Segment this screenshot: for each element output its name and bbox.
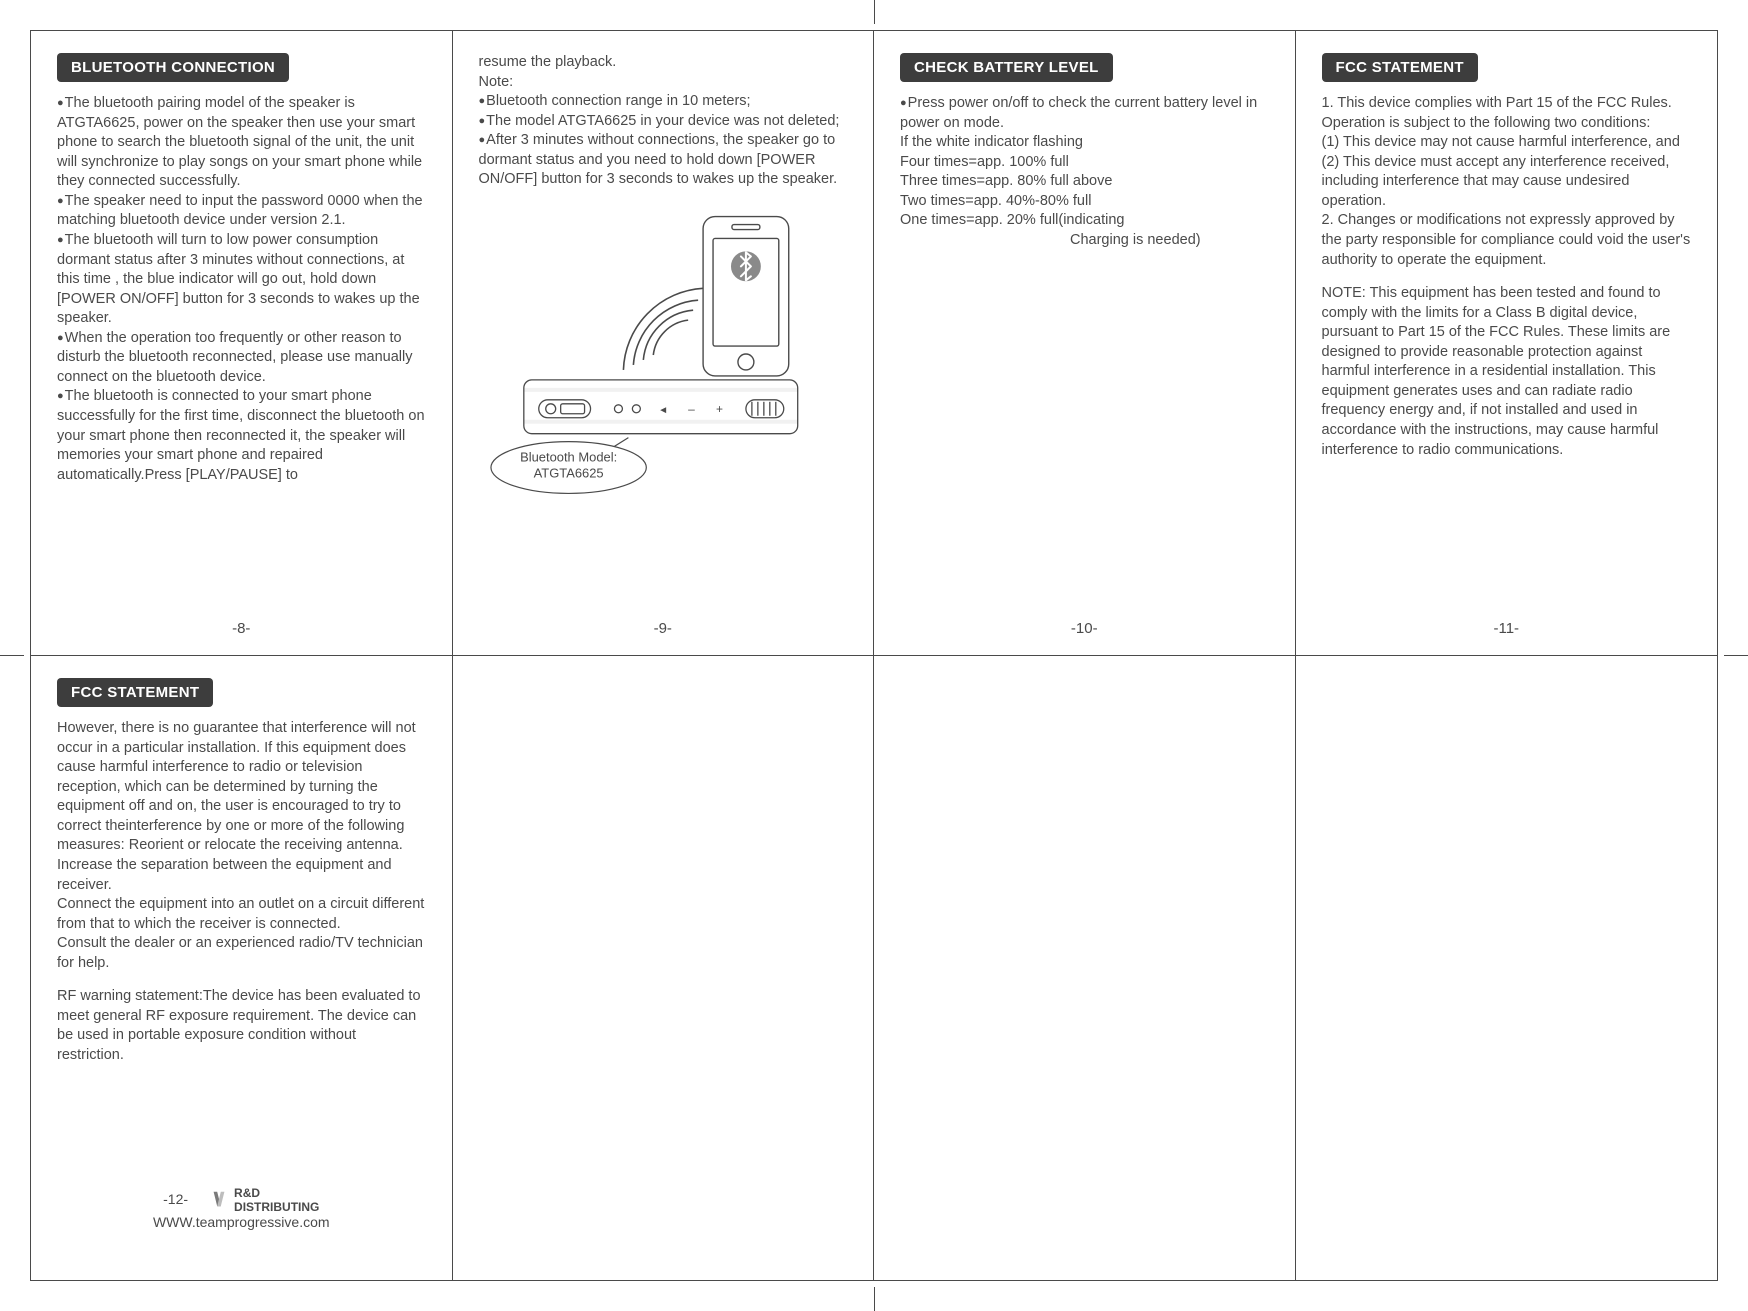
page-number-9: -9- [479,620,848,637]
brand-line-2: DISTRIBUTING [234,1200,319,1214]
page9-body: resume the playback. Note: Bluetooth con… [479,53,848,190]
page9-lead-1: resume the playback. [479,53,848,73]
page8-bullet-1: The bluetooth pairing model of the speak… [57,94,426,192]
page9-lead-2: Note: [479,73,848,93]
manual-sheet: BLUETOOTH CONNECTION The bluetooth pairi… [30,30,1718,1281]
svg-text:+: + [716,402,723,416]
page8-body: The bluetooth pairing model of the speak… [57,94,426,485]
page10-line-1: If the white indicator flashing [900,133,1269,153]
page11-p1-l3: (2) This device must accept any interfer… [1322,153,1692,212]
panel-page-12: FCC STATEMENT However, there is no guara… [31,656,453,1281]
bluetooth-illustration: ◄ – + Bluetooth Model: ATGTA6 [479,210,848,500]
panel-page-10: CHECK BATTERY LEVEL Press power on/off t… [874,31,1296,655]
page11-body: 1. This device complies with Part 15 of … [1322,94,1692,460]
panel-page-8: BLUETOOTH CONNECTION The bluetooth pairi… [31,31,453,655]
page-number-10: -10- [900,620,1269,637]
panel-blank-1 [453,656,875,1281]
section-header-bluetooth: BLUETOOTH CONNECTION [57,53,289,82]
page11-p1-l1: 1. This device complies with Part 15 of … [1322,94,1692,133]
row-1: BLUETOOTH CONNECTION The bluetooth pairi… [31,31,1717,656]
section-header-fcc-2: FCC STATEMENT [57,678,213,707]
page12-footer: -12- R&D DISTRIBUTING WWW.teamprogressiv… [57,1185,426,1231]
brand-line-1: R&D [234,1186,260,1200]
page11-p1-l4: 2. Changes or modifications not expressl… [1322,211,1692,270]
page10-bullet: Press power on/off to check the current … [900,94,1269,133]
page10-line-2: Four times=app. 100% full [900,153,1269,173]
page10-line-5: One times=app. 20% full(indicating [900,211,1269,231]
page10-line-4: Two times=app. 40%-80% full [900,192,1269,212]
page10-line-3: Three times=app. 80% full above [900,172,1269,192]
page8-bullet-3: The bluetooth will turn to low power con… [57,231,426,329]
page8-bullet-2: The speaker need to input the password 0… [57,192,426,231]
page-number-12: -12- [163,1190,188,1208]
page12-p1c: Consult the dealer or an experienced rad… [57,934,426,973]
page10-indent-last: Charging is needed) [900,231,1269,251]
brand-logo-icon [210,1190,228,1208]
page12-body: However, there is no guarantee that inte… [57,719,426,1066]
panel-blank-2 [874,656,1296,1281]
page9-bullet-2: The model ATGTA6625 in your device was n… [479,112,848,132]
page11-p1-l2: (1) This device may not cause harmful in… [1322,133,1692,153]
callout-line-2: ATGTA6625 [533,465,603,480]
callout-line-1: Bluetooth Model: [520,450,617,465]
section-header-battery: CHECK BATTERY LEVEL [900,53,1113,82]
page10-body: Press power on/off to check the current … [900,94,1269,251]
page8-bullet-5: The bluetooth is connected to your smart… [57,387,426,485]
panel-page-9: resume the playback. Note: Bluetooth con… [453,31,875,655]
page12-p1: However, there is no guarantee that inte… [57,719,426,895]
svg-text:–: – [688,402,695,416]
brand-url: WWW.teamprogressive.com [57,1213,426,1231]
page9-bullet-3: After 3 minutes without connections, the… [479,131,848,190]
row-2: FCC STATEMENT However, there is no guara… [31,656,1717,1281]
panel-page-11: FCC STATEMENT 1. This device complies wi… [1296,31,1718,655]
page-number-8: -8- [57,620,426,637]
page8-bullet-4: When the operation too frequently or oth… [57,329,426,388]
page-number-11: -11- [1322,620,1692,637]
page9-bullet-1: Bluetooth connection range in 10 meters; [479,92,848,112]
section-header-fcc-1: FCC STATEMENT [1322,53,1478,82]
page12-p2: RF warning statement:The device has been… [57,987,426,1065]
panel-blank-3 [1296,656,1718,1281]
svg-text:◄: ◄ [658,405,668,416]
page11-p2: NOTE: This equipment has been tested and… [1322,284,1692,460]
page12-p1b: Connect the equipment into an outlet on … [57,895,426,934]
